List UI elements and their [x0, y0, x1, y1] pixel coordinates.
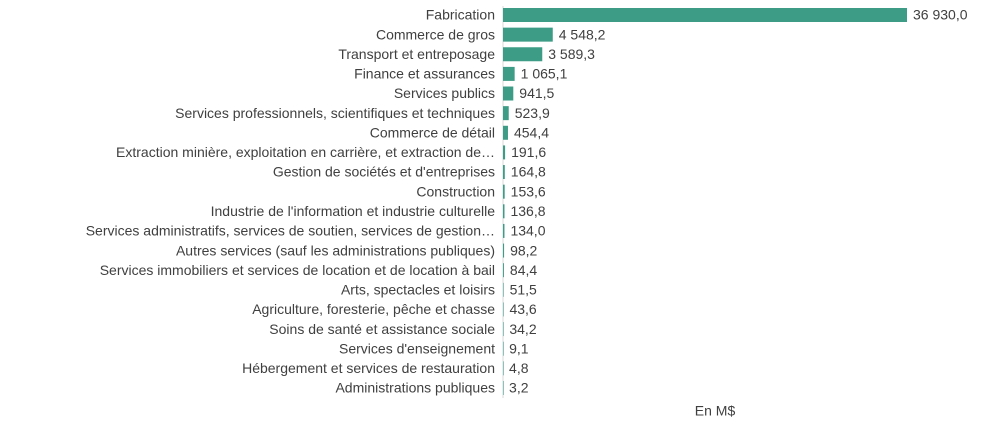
category-label: Gestion de sociétés et d'entreprises — [273, 164, 495, 180]
category-label: Services professionnels, scientifiques e… — [175, 105, 495, 121]
value-label: 153,6 — [511, 183, 546, 199]
category-label: Services immobiliers et services de loca… — [100, 262, 495, 278]
category-label: Commerce de détail — [370, 124, 495, 140]
category-label: Soins de santé et assistance sociale — [269, 321, 495, 337]
bar — [503, 204, 505, 219]
value-label: 136,8 — [510, 203, 545, 219]
value-label: 4 548,2 — [559, 26, 606, 42]
value-label: 36 930,0 — [913, 7, 968, 23]
bar — [503, 322, 504, 337]
value-label: 134,0 — [510, 223, 545, 239]
bar — [503, 282, 504, 297]
bar — [503, 184, 505, 199]
category-label: Commerce de gros — [376, 26, 495, 42]
category-label: Extraction minière, exploitation en carr… — [116, 144, 495, 160]
bar — [503, 145, 506, 160]
bar — [503, 66, 515, 81]
bar — [503, 27, 553, 42]
bar — [503, 341, 504, 356]
category-label: Services publics — [394, 85, 495, 101]
bar — [503, 263, 504, 278]
value-label: 941,5 — [519, 85, 554, 101]
category-label: Services administratifs, services de sou… — [86, 223, 495, 239]
bar — [503, 302, 504, 317]
value-label: 191,6 — [511, 144, 546, 160]
value-label: 1 065,1 — [521, 66, 568, 82]
category-label: Administrations publiques — [335, 380, 495, 396]
category-label: Autres services (sauf les administration… — [176, 242, 495, 258]
bar — [503, 165, 505, 180]
bar — [503, 86, 514, 101]
category-label: Arts, spectacles et loisirs — [341, 282, 495, 298]
category-label: Services d'enseignement — [339, 340, 495, 356]
value-label: 3,2 — [509, 380, 529, 396]
value-label: 3 589,3 — [548, 46, 595, 62]
bar — [503, 243, 505, 258]
value-label: 4,8 — [509, 360, 529, 376]
value-label: 43,6 — [509, 301, 536, 317]
bar — [503, 125, 508, 140]
bar — [503, 223, 505, 238]
bar — [503, 8, 907, 22]
bar — [503, 380, 504, 395]
bar — [503, 47, 543, 62]
category-label: Construction — [416, 183, 495, 199]
x-axis-label: En M$ — [695, 403, 736, 419]
value-label: 454,4 — [514, 124, 549, 140]
category-label: Agriculture, foresterie, pêche et chasse — [252, 301, 495, 317]
category-label: Industrie de l'information et industrie … — [211, 203, 496, 219]
bar — [503, 361, 504, 376]
value-label: 9,1 — [509, 340, 529, 356]
category-label: Transport et entreposage — [338, 46, 495, 62]
value-label: 51,5 — [510, 282, 537, 298]
value-label: 98,2 — [510, 242, 537, 258]
value-label: 34,2 — [509, 321, 536, 337]
category-label: Hébergement et services de restauration — [242, 360, 495, 376]
value-label: 84,4 — [510, 262, 537, 278]
category-label: Finance et assurances — [354, 66, 495, 82]
value-label: 164,8 — [511, 164, 546, 180]
value-label: 523,9 — [515, 105, 550, 121]
bar — [503, 106, 509, 121]
category-label: Fabrication — [426, 7, 495, 23]
